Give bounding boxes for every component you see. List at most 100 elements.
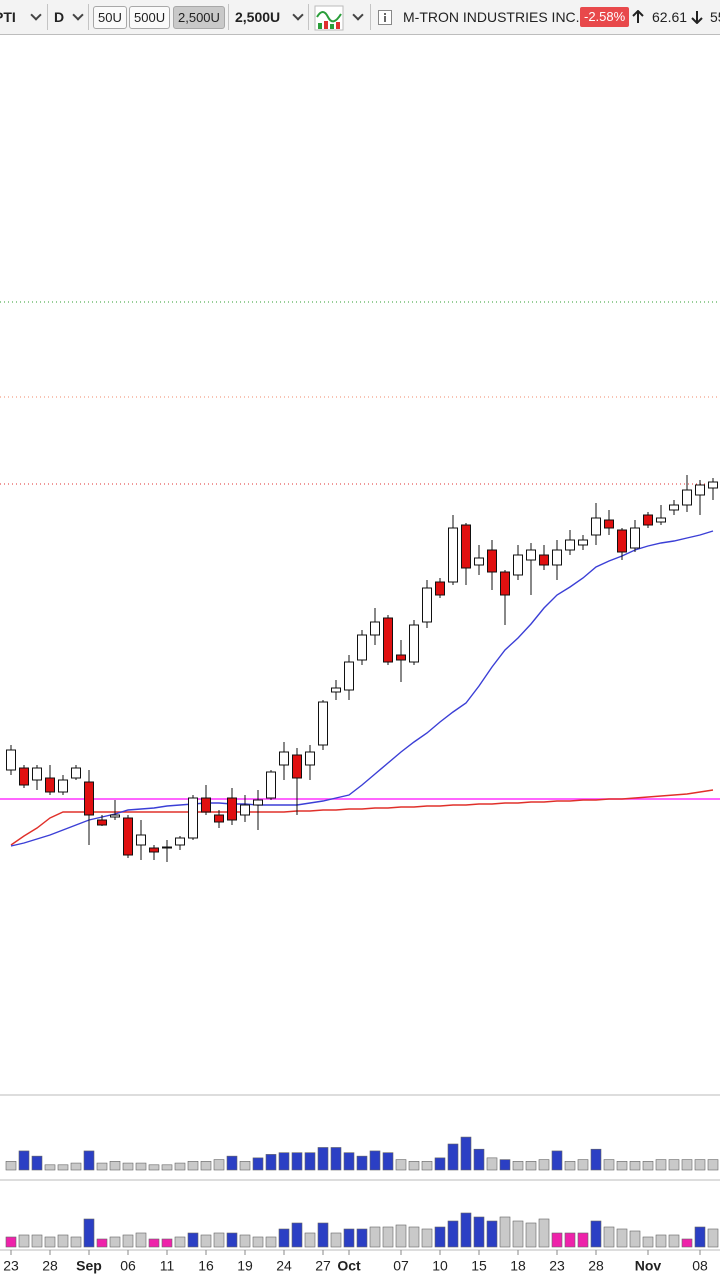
candle-body (123, 817, 133, 856)
candle-body (617, 529, 627, 553)
candle-body (201, 797, 211, 813)
volume-bar (551, 1150, 563, 1171)
candle-body (370, 621, 380, 636)
x-tick-label: 15 (471, 1258, 487, 1274)
unit-select[interactable]: 2,500U (235, 9, 281, 25)
volume-bar (681, 1238, 693, 1248)
volume-bar (148, 1238, 160, 1248)
volume-bar (499, 1159, 511, 1171)
candle-body (279, 751, 289, 766)
volume-bar (512, 1161, 524, 1171)
volume-bar (577, 1232, 589, 1248)
volume-bar (642, 1236, 654, 1248)
candle-body (669, 504, 679, 511)
x-tick-label: Nov (635, 1258, 662, 1274)
candle-body (149, 847, 159, 853)
volume-bar (70, 1236, 82, 1248)
company-name: M-TRON INDUSTRIES INC. (403, 9, 580, 25)
candle-body (682, 489, 692, 506)
volume-bar (330, 1232, 342, 1248)
icon-bar (324, 21, 328, 29)
x-tick-label: 11 (160, 1258, 175, 1274)
chevron[interactable] (30, 9, 42, 21)
candle-body (513, 554, 523, 576)
chart-style-icon[interactable] (314, 5, 344, 31)
volume-bar (447, 1143, 459, 1171)
volume-bar (642, 1161, 654, 1171)
candle-body (526, 549, 536, 561)
icon-bar (318, 23, 322, 29)
volume-bar (343, 1152, 355, 1171)
info-icon[interactable] (378, 10, 392, 25)
volume-bar (577, 1159, 589, 1171)
candle-body (253, 799, 263, 806)
candle-body (643, 514, 653, 526)
volume-bar (460, 1136, 472, 1171)
volume-bar (616, 1228, 628, 1248)
volume-bar (161, 1164, 173, 1171)
volume-bar (460, 1212, 472, 1248)
unit-button[interactable]: 2,500U (173, 6, 225, 29)
volume-bar (694, 1159, 706, 1171)
chevron[interactable] (72, 9, 84, 21)
volume-bar (499, 1216, 511, 1248)
volume-bar (304, 1152, 316, 1171)
candle-body (539, 554, 549, 566)
unit-button[interactable]: 500U (129, 6, 171, 29)
volume-bar (382, 1226, 394, 1248)
volume-bar (447, 1220, 459, 1248)
volume-bar (655, 1234, 667, 1248)
candle-body (500, 571, 510, 596)
separator (88, 4, 89, 30)
chevron[interactable] (352, 9, 364, 21)
volume-bar (57, 1164, 69, 1171)
x-tick-label: 28 (588, 1258, 604, 1274)
volume-bar (616, 1161, 628, 1171)
volume-bar (44, 1236, 56, 1248)
volume-bar (291, 1152, 303, 1171)
candle-body (175, 837, 185, 846)
candle-body (487, 549, 497, 573)
candle-body (435, 581, 445, 596)
unit-button[interactable]: 50U (93, 6, 127, 29)
volume-bar (356, 1228, 368, 1248)
volume-bar (512, 1220, 524, 1248)
icon-dot (384, 13, 386, 15)
candle-body (188, 797, 198, 839)
volume-bar (330, 1147, 342, 1171)
candle-body (240, 804, 250, 816)
volume-bar (83, 1218, 95, 1248)
volume-bar (135, 1162, 147, 1171)
volume-bar (265, 1236, 277, 1248)
volume-bar (96, 1238, 108, 1248)
volume-bar (629, 1161, 641, 1171)
x-tick-label: 06 (120, 1258, 136, 1274)
volume-bar (629, 1230, 641, 1248)
chevron[interactable] (292, 9, 304, 21)
up-arrow (632, 10, 644, 23)
volume-bar (694, 1226, 706, 1248)
icon-bar (336, 22, 340, 29)
candle-body (305, 751, 315, 766)
separator (370, 4, 371, 30)
candle-body (318, 701, 328, 746)
volume-bar (343, 1228, 355, 1248)
symbol[interactable]: PTI (0, 9, 16, 25)
candle-body (58, 779, 68, 793)
volume-bar (83, 1150, 95, 1171)
period[interactable]: D (54, 9, 65, 25)
volume-bar (421, 1161, 433, 1171)
candle-body (630, 527, 640, 549)
volume-bar (18, 1150, 30, 1171)
candle-body (227, 797, 237, 821)
candle-body (331, 687, 341, 693)
volume-bar (473, 1148, 485, 1171)
volume-bar (122, 1234, 134, 1248)
candle-body (19, 767, 29, 786)
volume-bar (226, 1155, 238, 1171)
x-tick-label: 08 (692, 1258, 708, 1274)
volume-bar (135, 1232, 147, 1248)
volume-bar (486, 1157, 498, 1171)
volume-bar (252, 1157, 264, 1171)
candle-body (409, 624, 419, 663)
